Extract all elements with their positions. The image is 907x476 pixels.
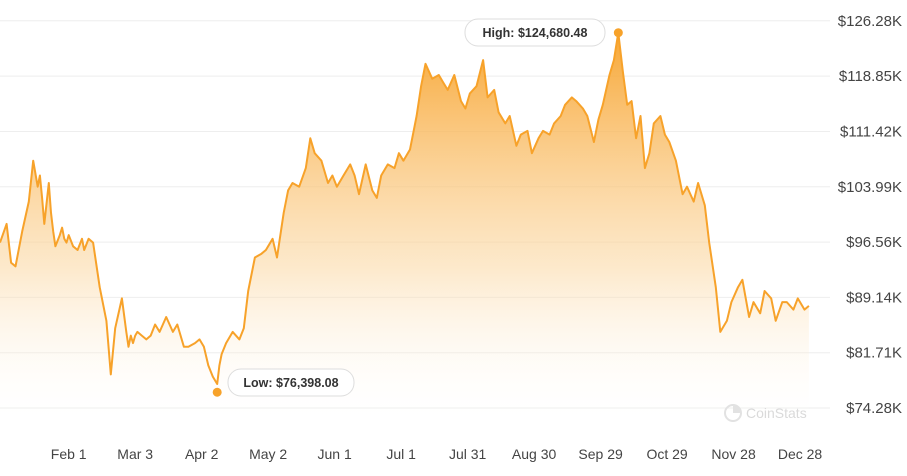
y-tick-label: $81.71K [846, 345, 902, 362]
x-tick-label: Sep 29 [578, 446, 623, 462]
y-tick-label: $103.99K [838, 179, 902, 196]
x-tick-label: Jul 1 [386, 446, 416, 462]
y-axis: $126.28K $118.85K $111.42K $103.99K $96.56K $… [838, 13, 902, 417]
low-callout-box [227, 368, 355, 397]
low-label: Low: $76,398.08 [243, 376, 338, 390]
x-tick-label: Nov 28 [711, 446, 756, 462]
watermark-text: CoinStats [746, 405, 807, 421]
high-label: High: $124,680.48 [483, 26, 588, 40]
high-callout: High: $124,680.48 [464, 18, 606, 47]
low-callout: Low: $76,398.08 [227, 368, 355, 397]
x-tick-label: Mar 3 [117, 446, 153, 462]
price-area [0, 32, 809, 425]
high-marker [613, 28, 623, 38]
x-tick-label: Dec 28 [778, 446, 823, 462]
y-tick-label: $126.28K [838, 13, 902, 30]
y-tick-label: $74.28K [846, 400, 902, 417]
y-tick-label: $96.56K [846, 234, 902, 251]
y-tick-label: $89.14K [846, 289, 902, 306]
x-tick-label: Oct 29 [646, 446, 687, 462]
low-marker [212, 387, 222, 397]
x-tick-label: Apr 2 [185, 446, 219, 462]
price-line [0, 31, 810, 385]
y-tick-label: $118.85K [839, 68, 902, 85]
x-tick-label: May 2 [249, 446, 287, 462]
x-axis: Feb 1 Mar 3 Apr 2 May 2 Jun 1 Jul 1 Jul 31 Aug … [51, 446, 823, 462]
watermark: CoinStats [724, 404, 807, 422]
x-tick-label: Jun 1 [318, 446, 352, 462]
x-tick-label: Jul 31 [449, 446, 487, 462]
coinstats-logo-segment [733, 405, 741, 413]
x-tick-label: Feb 1 [51, 446, 87, 462]
x-tick-label: Aug 30 [512, 446, 557, 462]
y-tick-label: $111.42K [840, 123, 902, 140]
high-callout-box [464, 18, 606, 47]
